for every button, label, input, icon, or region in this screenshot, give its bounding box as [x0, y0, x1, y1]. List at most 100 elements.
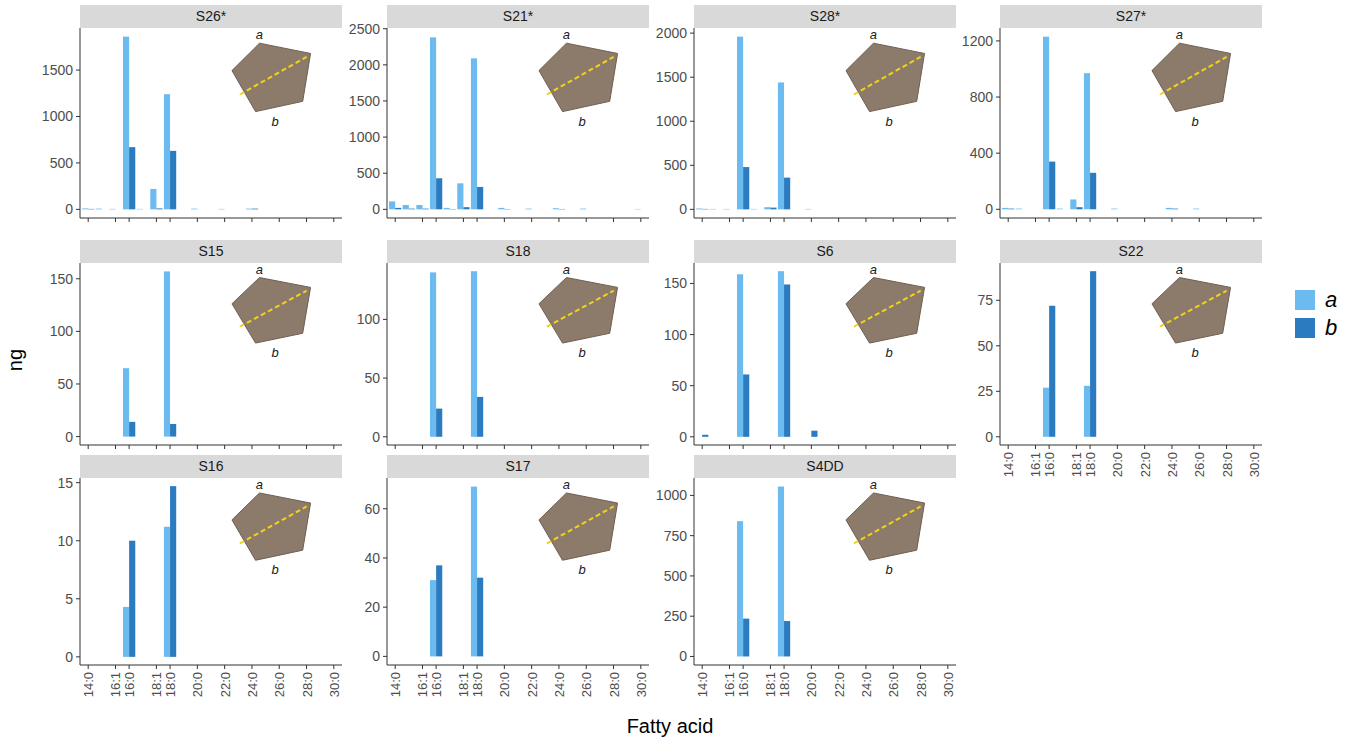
bar — [635, 656, 641, 657]
x-axis — [387, 665, 649, 666]
bar — [504, 656, 510, 657]
bar — [1063, 209, 1069, 210]
bar — [526, 656, 532, 657]
bar — [798, 436, 804, 437]
bar — [436, 409, 442, 437]
bar — [539, 436, 545, 437]
bar — [457, 183, 463, 209]
bar — [293, 656, 299, 657]
bar — [1098, 209, 1104, 210]
bar — [156, 656, 162, 657]
x-tick — [1049, 445, 1050, 449]
bar — [129, 147, 135, 209]
bar — [934, 436, 940, 437]
bar — [948, 436, 954, 437]
x-tick — [156, 218, 157, 222]
bar — [444, 436, 450, 437]
artefact-photo — [232, 493, 311, 560]
bar — [1145, 436, 1151, 437]
bar — [328, 209, 334, 210]
y-tick — [383, 209, 387, 210]
x-tick — [224, 445, 225, 449]
bar — [307, 656, 313, 657]
bar — [880, 436, 886, 437]
bar — [409, 436, 415, 437]
x-tick — [463, 218, 464, 222]
y-tick — [690, 385, 694, 386]
x-tick — [1144, 218, 1145, 222]
bar — [559, 208, 565, 209]
x-tick — [170, 218, 171, 222]
panel: S15ab050100150 — [50, 240, 342, 449]
section-line — [240, 57, 307, 95]
bar — [860, 209, 866, 210]
bar — [627, 209, 633, 210]
bar — [600, 436, 606, 437]
bar — [252, 436, 258, 437]
y-tick — [690, 121, 694, 122]
bar — [1022, 209, 1028, 210]
bar — [279, 436, 285, 437]
bar — [164, 527, 170, 657]
x-axis — [80, 665, 342, 666]
face-label: a — [256, 27, 263, 42]
section-line — [240, 291, 307, 327]
bar — [211, 436, 217, 437]
x-tick-label: 28:0 — [607, 672, 622, 697]
face-label: b — [272, 345, 279, 360]
bar — [1227, 209, 1233, 210]
bar — [526, 208, 532, 210]
y-tick-label: 1500 — [42, 62, 73, 78]
x-tick — [129, 218, 130, 222]
y-tick — [383, 173, 387, 174]
bar — [197, 436, 203, 437]
bar — [928, 209, 934, 210]
bar — [137, 436, 143, 437]
section-line — [547, 291, 614, 327]
bar — [1139, 209, 1145, 210]
x-tick — [838, 445, 839, 449]
bar — [1084, 386, 1090, 437]
bar — [436, 565, 442, 656]
bar — [1193, 436, 1199, 437]
bar — [1090, 271, 1096, 437]
bar — [191, 436, 197, 437]
bar — [764, 207, 770, 209]
bar — [784, 284, 790, 436]
bar — [811, 431, 817, 437]
bar — [586, 209, 592, 210]
bar — [225, 656, 231, 657]
x-tick — [743, 445, 744, 449]
bar — [1070, 436, 1076, 437]
x-tick — [129, 665, 130, 669]
y-tick — [383, 137, 387, 138]
x-tick — [279, 665, 280, 669]
bar — [389, 436, 395, 437]
legend-key — [1295, 290, 1315, 310]
x-tick-label: 30:0 — [634, 672, 649, 697]
y-tick-label: 20 — [364, 599, 380, 615]
y-tick-label: 1000 — [656, 487, 687, 503]
bar — [395, 208, 401, 209]
bar — [259, 209, 265, 210]
bar — [607, 436, 613, 437]
bar — [422, 656, 428, 657]
x-tick — [558, 665, 559, 669]
bar — [252, 656, 258, 657]
face-label: a — [256, 477, 263, 492]
x-tick — [1035, 218, 1036, 222]
bar — [129, 422, 135, 437]
y-tick-label: 1500 — [349, 93, 380, 109]
bar — [219, 436, 225, 437]
bar — [757, 436, 763, 437]
y-tick — [76, 482, 80, 483]
bar — [287, 656, 293, 657]
bar — [907, 656, 913, 657]
x-tick — [1117, 445, 1118, 449]
bar — [729, 436, 735, 437]
y-tick — [996, 40, 1000, 41]
panel-title: S22 — [1119, 243, 1144, 259]
bar — [710, 436, 716, 437]
bar — [757, 656, 763, 657]
panel-title: S16 — [199, 458, 224, 474]
